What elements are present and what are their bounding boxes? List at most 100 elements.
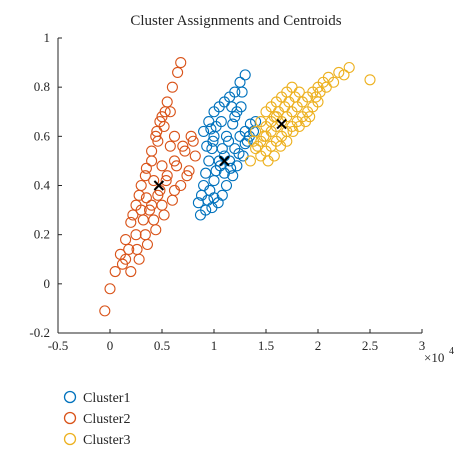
point-cluster2-55: [139, 229, 151, 241]
point-cluster1-16: [239, 69, 251, 81]
y-tick-label-1: 0: [44, 276, 51, 291]
point-cluster3-44: [293, 86, 305, 98]
point-cluster2-51: [171, 160, 183, 172]
point-cluster2-4: [120, 234, 132, 246]
point-cluster2-57: [156, 199, 168, 211]
x-axis-exponent: ×10 4: [424, 346, 454, 365]
point-cluster1-55: [236, 86, 248, 98]
point-cluster2-32: [175, 179, 187, 192]
point-cluster2-26: [125, 265, 137, 278]
point-cluster2-58: [168, 184, 181, 196]
point-cluster3-47: [270, 111, 282, 123]
point-cluster2-60: [150, 130, 162, 142]
legend-marker-cluster2: [63, 411, 77, 425]
point-cluster1-47: [225, 162, 237, 174]
legend-marker-cluster1: [63, 390, 77, 404]
point-cluster1-20: [216, 143, 228, 155]
point-cluster2-59: [181, 170, 193, 182]
point-cluster3-16: [333, 66, 345, 78]
point-cluster1-48: [233, 147, 245, 160]
point-cluster2-43: [146, 155, 158, 167]
point-cluster1-3: [200, 167, 212, 179]
point-cluster2-52: [179, 145, 191, 157]
point-cluster1-58: [207, 135, 219, 147]
point-cluster3-62: [338, 69, 350, 81]
point-cluster2-63: [168, 130, 181, 142]
point-cluster2-38: [156, 160, 168, 172]
point-cluster1-15: [234, 76, 246, 88]
y-tick-label-0: -0.2: [29, 325, 50, 340]
x-tick-label-2: 0.5: [154, 338, 170, 353]
point-cluster1-59: [215, 116, 227, 128]
legend-label-cluster3: Cluster3: [83, 433, 130, 448]
centroid-marks: [153, 118, 287, 191]
point-cluster1-34: [241, 135, 253, 147]
point-cluster1-41: [206, 202, 218, 214]
point-cluster2-19: [137, 214, 149, 226]
point-cluster1-8: [198, 125, 210, 137]
point-cluster1-43: [229, 111, 241, 123]
y-tick-label-6: 1: [44, 30, 51, 45]
point-cluster2-25: [185, 130, 197, 142]
point-cluster2-5: [125, 216, 137, 228]
point-cluster2-42: [139, 170, 151, 182]
legend-item-cluster3: Cluster3: [63, 432, 130, 448]
point-cluster2-2: [109, 265, 121, 278]
point-cluster2-41: [133, 189, 145, 201]
point-cluster1-37: [227, 170, 239, 182]
point-cluster1-56: [226, 101, 238, 113]
point-cluster2-33: [183, 165, 195, 177]
point-cluster1-2: [198, 179, 210, 192]
legend-item-cluster1: Cluster1: [63, 390, 130, 406]
x-tick-label-6: 2.5: [362, 338, 378, 353]
point-cluster2-17: [123, 243, 135, 255]
point-cluster2-27: [133, 253, 145, 265]
point-cluster2-13: [166, 81, 178, 93]
ticks: -0.5 0 0.5 1 1.5 2 2.5 3 -0.2 0 0.2 0.4 0.6 0.8 1: [29, 30, 425, 353]
point-cluster2-61: [154, 116, 166, 128]
point-cluster2-44: [152, 135, 164, 147]
chart-title: Cluster Assignments and Centroids: [130, 13, 341, 29]
x-tick-label-1: 0: [107, 338, 114, 353]
point-cluster1-54: [205, 123, 217, 135]
legend-label-cluster1: Cluster1: [83, 391, 130, 406]
x-tick-label-5: 2: [315, 338, 322, 353]
legend: Cluster1 Cluster2 Cluster3: [63, 390, 130, 448]
point-cluster2-56: [148, 214, 160, 226]
x-exponent-power: 4: [449, 346, 454, 357]
point-cluster3-0: [244, 155, 256, 167]
point-cluster2-14: [172, 66, 184, 78]
point-cluster2-12: [161, 96, 173, 108]
point-cluster2-35: [135, 204, 147, 216]
point-cluster2-62: [159, 106, 171, 118]
point-cluster3-18: [364, 74, 376, 86]
point-cluster3-17: [343, 61, 355, 74]
point-cluster2-8: [140, 162, 152, 174]
point-cluster2-15: [175, 57, 187, 69]
point-cluster2-31: [166, 194, 178, 206]
point-cluster2-37: [148, 175, 160, 187]
point-cluster2-9: [146, 145, 158, 157]
point-cluster2-50: [160, 175, 172, 187]
point-cluster3-53: [281, 135, 293, 147]
y-tick-label-3: 0.4: [34, 178, 51, 193]
point-cluster2-34: [189, 150, 201, 162]
point-cluster2-1: [104, 283, 116, 295]
centroid-2-marker: [153, 180, 165, 191]
point-cluster1-18: [227, 118, 239, 130]
point-cluster2-24: [177, 140, 189, 152]
legend-item-cluster2: Cluster2: [63, 411, 130, 427]
x-exponent-base: ×10: [424, 350, 444, 365]
y-tick-label-4: 0.6: [34, 128, 51, 143]
point-cluster2-47: [120, 253, 132, 265]
point-cluster1-38: [220, 179, 233, 192]
point-cluster3-61: [328, 76, 340, 88]
point-cluster1-24: [204, 184, 216, 196]
point-cluster2-29: [150, 224, 162, 236]
point-cluster1-19: [220, 130, 233, 142]
centroid-3-marker: [276, 118, 287, 130]
point-cluster2-48: [143, 204, 156, 216]
y-tick-label-2: 0.2: [34, 227, 50, 242]
